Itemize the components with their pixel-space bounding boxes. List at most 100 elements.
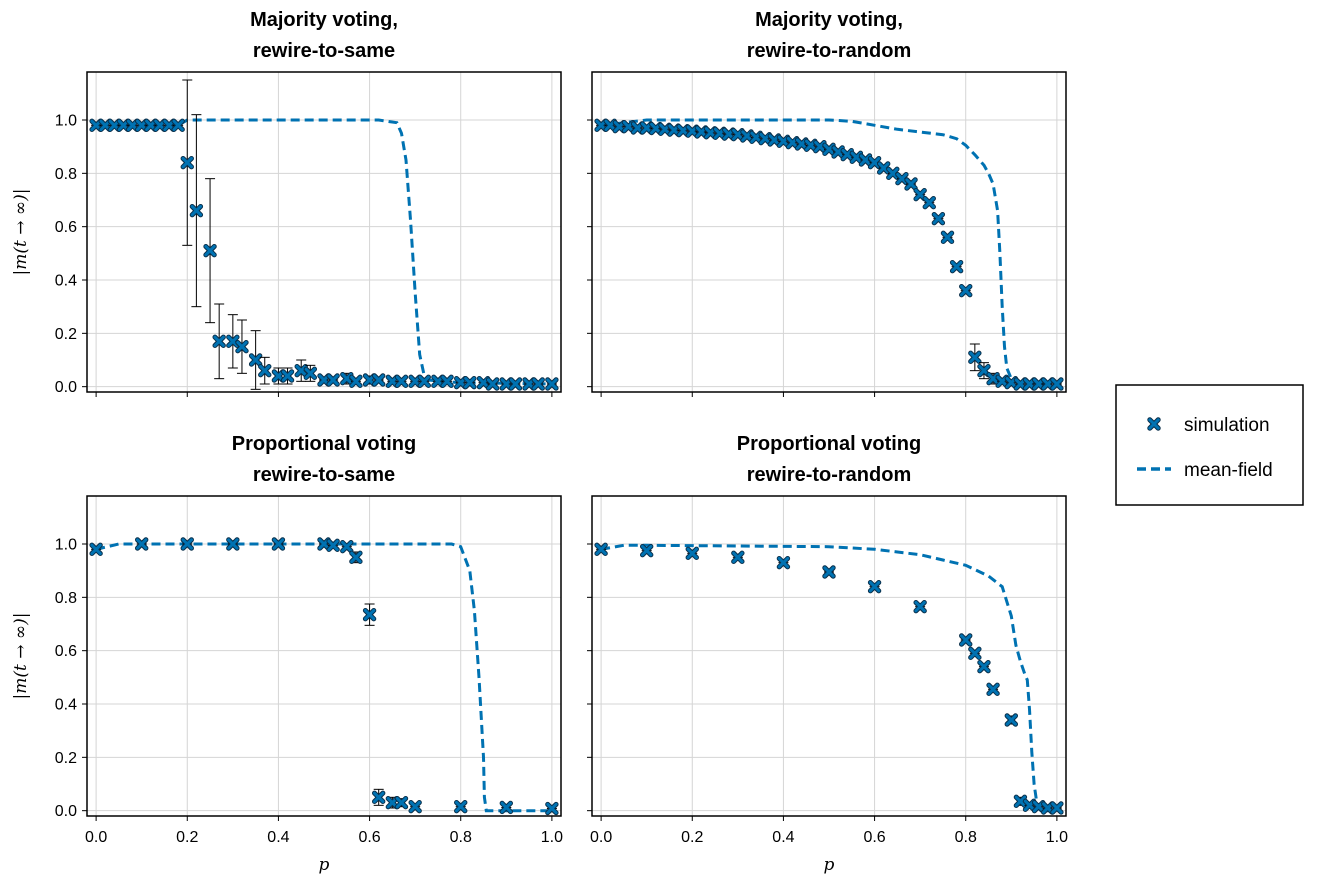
x-tick-label: 0.4	[772, 829, 794, 846]
marker-fill	[1014, 378, 1027, 390]
simulation-point	[180, 155, 194, 170]
marker-fill	[546, 802, 558, 815]
marker-fill	[386, 796, 399, 809]
marker-fill	[372, 791, 385, 804]
panel-title-line2: rewire-to-random	[747, 464, 911, 486]
x-tick-label: 0.0	[590, 829, 612, 846]
marker-fill	[172, 119, 184, 132]
marker-fill	[117, 119, 130, 132]
x-tick-label: 0.0	[85, 829, 107, 846]
marker-fill	[395, 796, 408, 809]
marker-fill	[441, 375, 453, 388]
simulation-point	[271, 369, 286, 383]
marker-fill	[272, 538, 285, 550]
simulation-point	[499, 377, 514, 391]
marker-fill	[877, 162, 890, 174]
simulation-point	[134, 118, 149, 133]
x-tick-label: 1.0	[541, 829, 563, 846]
x-tick-label: 0.2	[681, 829, 703, 846]
marker-fill	[464, 376, 476, 389]
plot-area	[89, 537, 559, 816]
simulation-point	[89, 542, 103, 557]
simulation-point	[485, 377, 500, 391]
marker-fill	[923, 196, 935, 209]
marker-fill	[372, 374, 385, 386]
marker-fill	[281, 370, 294, 382]
marker-fill	[327, 374, 339, 386]
marker-fill	[969, 351, 981, 364]
marker-fill	[640, 544, 653, 557]
marker-fill	[327, 539, 339, 552]
marker-fill	[950, 260, 963, 273]
marker-fill	[914, 600, 926, 613]
simulation-point	[867, 579, 882, 594]
simulation-point	[226, 537, 240, 551]
simulation-point	[454, 799, 468, 814]
simulation-point	[189, 203, 204, 218]
marker-fill	[595, 543, 607, 556]
simulation-point	[968, 646, 982, 661]
marker-fill	[1051, 378, 1063, 390]
simulation-point	[134, 537, 149, 551]
marker-fill	[905, 178, 917, 190]
simulation-point	[1050, 801, 1064, 815]
legend-x-marker	[1147, 417, 1161, 431]
marker-fill	[960, 284, 972, 297]
marker-fill	[500, 378, 513, 390]
marker-fill	[135, 538, 148, 550]
simulation-point	[731, 550, 745, 565]
marker-fill	[868, 580, 881, 593]
legend-marker-icon	[1147, 417, 1161, 431]
x-axis-label: p	[824, 855, 835, 875]
simulation-point	[248, 353, 263, 367]
marker-fill	[259, 364, 271, 377]
simulation-point	[977, 659, 991, 674]
y-tick-label: 0.8	[55, 590, 77, 607]
simulation-point	[1050, 377, 1064, 391]
simulation-point	[107, 118, 122, 133]
marker-fill	[1051, 802, 1063, 814]
marker-fill	[135, 119, 148, 132]
panel-title-line1: Majority voting,	[755, 9, 903, 31]
marker-fill	[631, 122, 644, 134]
x-tick-label: 0.4	[267, 829, 289, 846]
y-axis-label: |m(t → ∞)|	[11, 189, 31, 276]
simulation-point	[895, 171, 909, 186]
marker-fill	[732, 551, 744, 564]
marker-fill	[108, 119, 121, 132]
axes-frame	[591, 71, 1067, 393]
mean-field-line	[600, 118, 1057, 386]
plot-area	[594, 118, 1064, 391]
marker-fill	[90, 119, 102, 132]
marker-fill	[868, 156, 881, 169]
simulation-point	[385, 795, 400, 810]
marker-fill	[304, 367, 317, 380]
simulation-point	[1004, 713, 1019, 727]
simulation-point	[89, 118, 103, 133]
marker-fill	[777, 556, 790, 569]
panel-proportional-same: Proportional voting rewire-to-same 0.0 0.2 0…	[11, 433, 563, 875]
marker-fill	[236, 340, 248, 353]
simulation-point	[371, 373, 386, 387]
simulation-point	[180, 537, 194, 551]
marker-fill	[823, 566, 835, 578]
simulation-point	[326, 373, 340, 387]
marker-fill	[532, 378, 544, 390]
marker-fill	[90, 543, 102, 556]
y-axis-label: |m(t → ∞)|	[11, 613, 31, 700]
marker-fill	[249, 354, 262, 366]
simulation-point	[940, 230, 955, 245]
simulation-point	[594, 542, 608, 557]
marker-fill	[455, 800, 467, 813]
y-tick-label: 0.0	[55, 379, 77, 396]
marker-fill	[99, 119, 111, 132]
simulation-point	[612, 119, 627, 134]
simulation-point	[1031, 377, 1046, 391]
marker-fill	[350, 375, 362, 388]
marker-fill	[978, 660, 990, 673]
panel-title-line2: rewire-to-same	[253, 40, 395, 62]
simulation-point	[913, 599, 927, 614]
panel-majority-random: Majority voting, rewire-to-random	[587, 9, 1067, 397]
simulation-point	[1013, 794, 1028, 809]
